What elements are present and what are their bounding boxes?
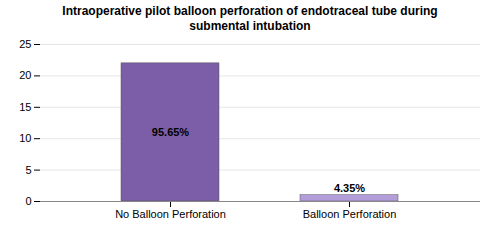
svg-text:5: 5	[25, 164, 31, 176]
svg-text:20: 20	[19, 69, 31, 81]
svg-text:4.35%: 4.35%	[334, 182, 365, 194]
svg-text:No Balloon Perforation: No Balloon Perforation	[115, 208, 226, 220]
svg-text:25: 25	[19, 38, 31, 50]
svg-text:Balloon Perforation: Balloon Perforation	[303, 208, 397, 220]
svg-text:0: 0	[25, 195, 31, 207]
html-text:Intraoperative pilot balloon p: Intraoperative pilot balloon perforation…	[62, 4, 438, 33]
svg-text:95.65%: 95.65%	[152, 126, 190, 138]
svg-text:10: 10	[19, 132, 31, 144]
svg-text:15: 15	[19, 101, 31, 113]
